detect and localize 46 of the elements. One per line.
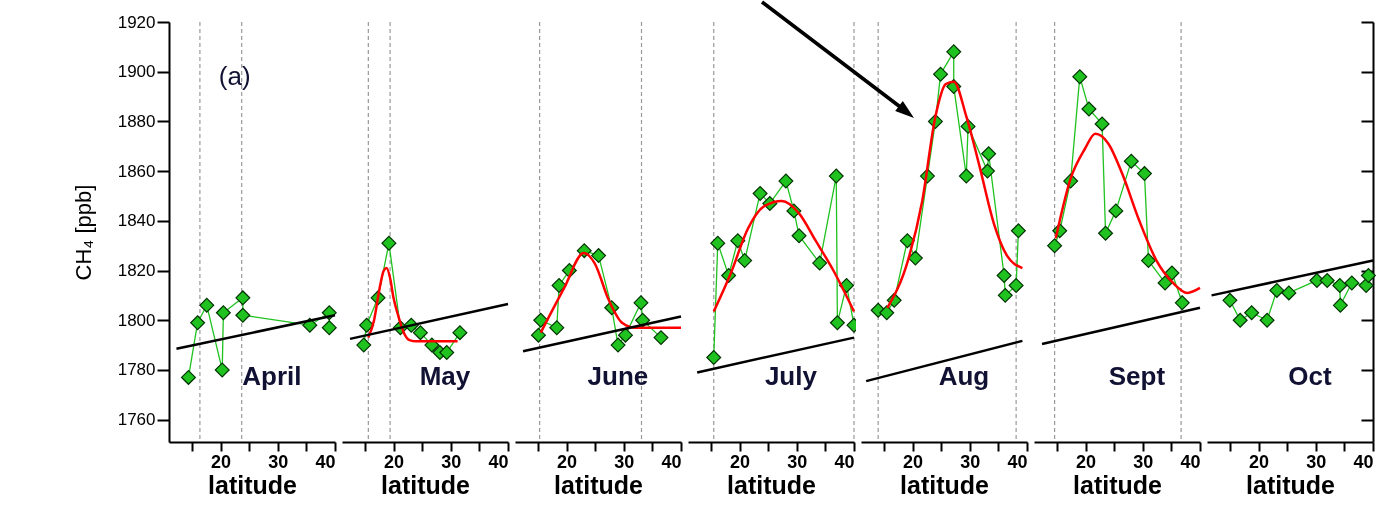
- annotation: (a): [218, 60, 251, 91]
- y-axis-title: CH₄ [ppb]: [70, 184, 96, 281]
- x-tick-label: 40: [1353, 451, 1374, 472]
- x-tick-label: 20: [730, 451, 751, 472]
- text: Sept: [1108, 360, 1166, 391]
- text: April: [242, 360, 302, 391]
- x-axis-title: latitude: [1073, 470, 1163, 499]
- x-tick-label: 40: [834, 451, 855, 472]
- x-axis-title: latitude: [554, 470, 644, 499]
- x-tick-label: 20: [211, 451, 232, 472]
- x-axis-title: latitude: [900, 470, 990, 499]
- x-axis-title: latitude: [208, 470, 298, 499]
- x-tick-label: 40: [488, 451, 509, 472]
- x-tick-label: 20: [1076, 451, 1097, 472]
- x-axis-title: latitude: [381, 470, 471, 499]
- y-tick-label: 1920: [117, 12, 156, 32]
- x-tick-label: 30: [441, 451, 462, 472]
- x-tick-label: 20: [557, 451, 578, 472]
- text: Oct: [1288, 360, 1332, 391]
- text: June: [587, 360, 649, 391]
- text: July: [764, 360, 818, 391]
- x-tick-label: 30: [268, 451, 289, 472]
- y-tick-label: 1860: [117, 161, 156, 181]
- y-tick-label: 1840: [117, 211, 156, 231]
- y-tick-label: 1820: [117, 261, 156, 281]
- y-tick-label: 1800: [117, 310, 156, 330]
- x-tick-label: 20: [903, 451, 924, 472]
- x-axis-title: latitude: [1246, 470, 1336, 499]
- text: May: [419, 360, 471, 391]
- x-tick-label: 40: [315, 451, 336, 472]
- x-tick-label: 20: [384, 451, 405, 472]
- text: Aug: [938, 360, 990, 391]
- x-tick-label: 40: [1007, 451, 1028, 472]
- x-tick-label: 40: [1180, 451, 1201, 472]
- x-tick-label: 30: [614, 451, 635, 472]
- y-tick-label: 1760: [117, 410, 156, 430]
- x-tick-label: 20: [1249, 451, 1270, 472]
- x-tick-label: 30: [1306, 451, 1327, 472]
- y-tick-label: 1780: [117, 360, 156, 380]
- x-tick-label: 30: [960, 451, 981, 472]
- x-tick-label: 30: [787, 451, 808, 472]
- y-tick-label: 1880: [117, 111, 156, 131]
- x-tick-label: 40: [661, 451, 682, 472]
- x-tick-label: 30: [1133, 451, 1154, 472]
- x-axis-title: latitude: [727, 470, 817, 499]
- y-tick-label: 1900: [117, 62, 156, 82]
